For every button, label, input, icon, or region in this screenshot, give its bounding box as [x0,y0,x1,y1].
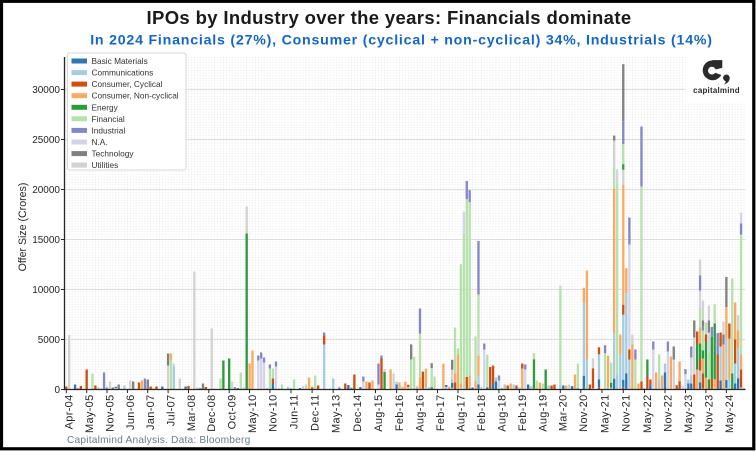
svg-text:Communications: Communications [92,68,154,78]
svg-text:Energy: Energy [92,102,119,112]
svg-text:Nov-20: Nov-20 [578,395,590,432]
svg-text:Aug-19: Aug-19 [537,395,549,432]
svg-text:Consumer, Non-cyclical: Consumer, Non-cyclical [92,91,179,101]
svg-text:Nov-10: Nov-10 [267,395,279,432]
svg-text:Consumer, Cyclical: Consumer, Cyclical [92,79,163,89]
svg-text:15000: 15000 [32,235,60,246]
svg-text:Oct-09: Oct-09 [227,395,239,430]
svg-text:Feb-17: Feb-17 [435,395,447,432]
svg-text:Aug-18: Aug-18 [496,395,508,432]
svg-text:Nov-22: Nov-22 [662,395,674,432]
svg-text:Aug-15: Aug-15 [373,395,385,432]
svg-text:Jul-07: Jul-07 [166,395,178,427]
svg-text:capitalmind: capitalmind [693,86,740,95]
svg-text:Nov-05: Nov-05 [104,395,116,432]
svg-text:Apr-04: Apr-04 [64,395,76,430]
svg-text:May-24: May-24 [724,395,736,433]
svg-text:May-21: May-21 [599,395,611,433]
svg-text:0: 0 [54,385,60,396]
svg-text:Dec-08: Dec-08 [206,395,218,432]
svg-text:Mar-08: Mar-08 [186,395,198,432]
svg-text:Mar-20: Mar-20 [558,395,570,432]
svg-text:Feb-18: Feb-18 [476,395,488,432]
svg-text:Offer Size (Crores): Offer Size (Crores) [17,183,29,272]
svg-text:10000: 10000 [32,285,60,296]
svg-text:Feb-16: Feb-16 [394,395,406,432]
svg-text:5000: 5000 [38,335,61,346]
svg-text:Utilities: Utilities [92,160,119,170]
svg-text:Basic Materials: Basic Materials [92,56,148,66]
svg-text:Jun-06: Jun-06 [125,395,137,430]
svg-text:Feb-19: Feb-19 [517,395,529,432]
svg-text:Nov-21: Nov-21 [621,395,633,432]
svg-text:In 2024 Financials (27%), Cons: In 2024 Financials (27%), Consumer (cycl… [90,33,713,49]
svg-text:May-05: May-05 [84,395,96,433]
svg-text:Jun-11: Jun-11 [288,395,300,430]
svg-text:May-22: May-22 [642,395,654,433]
svg-text:May-10: May-10 [247,395,259,433]
svg-text:Dec-11: Dec-11 [310,395,322,431]
svg-text:Industrial: Industrial [92,125,126,135]
svg-text:Aug-16: Aug-16 [415,395,427,432]
svg-text:May-23: May-23 [683,395,695,433]
svg-text:30000: 30000 [32,85,60,96]
svg-text:N.A.: N.A. [92,137,108,147]
svg-text:Capitalmind Analysis. Data: Bl: Capitalmind Analysis. Data: Bloomberg [67,435,251,446]
svg-text:Aug-17: Aug-17 [455,395,467,432]
svg-text:25000: 25000 [32,135,60,146]
svg-text:Financial: Financial [92,114,125,124]
svg-text:May-13: May-13 [331,395,343,433]
svg-text:20000: 20000 [32,185,60,196]
svg-text:Dec-14: Dec-14 [352,395,364,432]
svg-text:Jan-07: Jan-07 [145,395,157,430]
svg-text:IPOs by Industry over the year: IPOs by Industry over the years: Financi… [147,7,632,28]
svg-text:Technology: Technology [92,149,135,159]
svg-text:Nov-23: Nov-23 [703,395,715,432]
